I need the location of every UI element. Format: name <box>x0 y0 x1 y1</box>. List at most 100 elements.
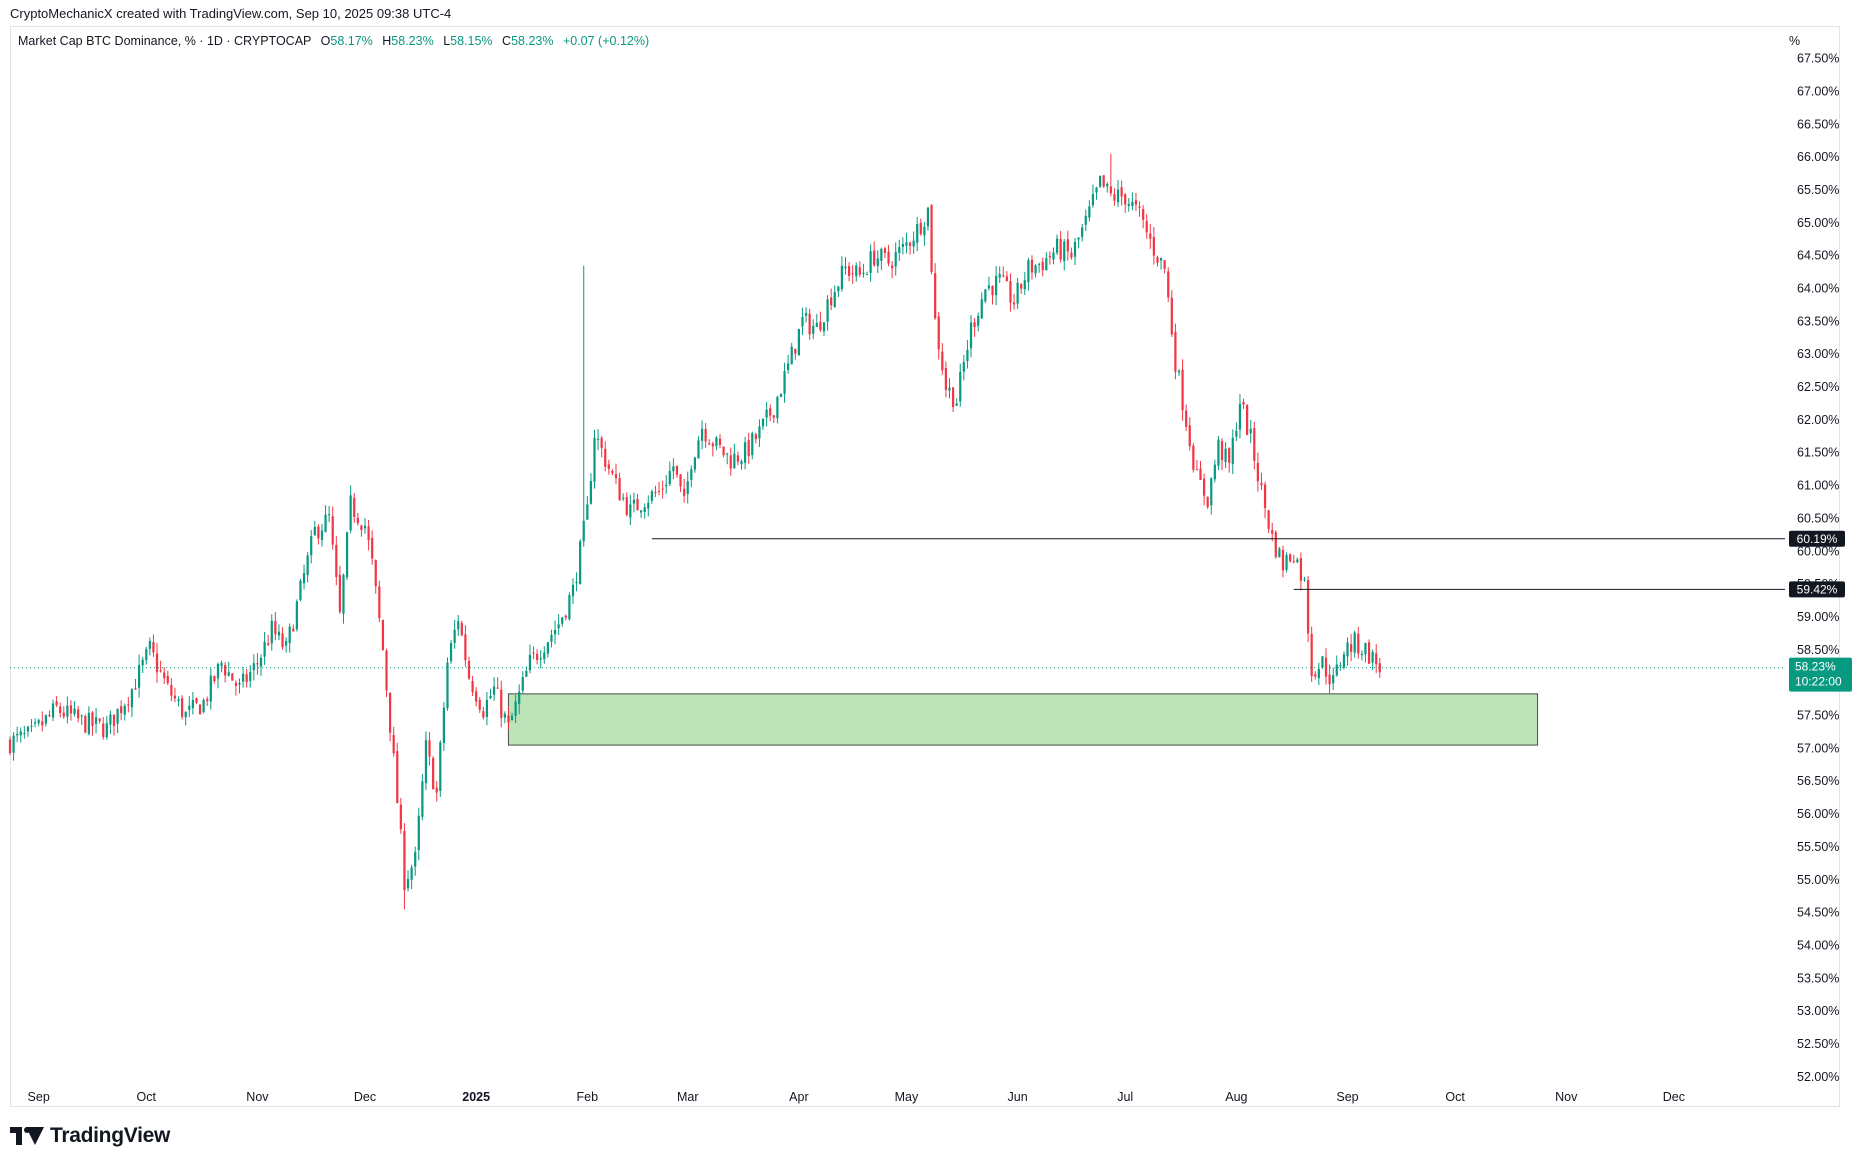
candle[interactable] <box>593 429 596 489</box>
candle[interactable] <box>1084 209 1087 232</box>
candle[interactable] <box>220 660 223 673</box>
candle[interactable] <box>618 472 621 501</box>
candle[interactable] <box>543 646 546 664</box>
candle[interactable] <box>1213 459 1216 483</box>
candle[interactable] <box>1116 179 1120 207</box>
candle[interactable] <box>374 559 377 594</box>
candle[interactable] <box>948 378 951 399</box>
candle[interactable] <box>1073 238 1077 265</box>
candle[interactable] <box>288 623 291 653</box>
candle[interactable] <box>1289 553 1292 563</box>
candle[interactable] <box>1357 626 1360 659</box>
candle[interactable] <box>127 696 130 713</box>
candle[interactable] <box>489 688 492 700</box>
candle[interactable] <box>672 458 675 480</box>
candle[interactable] <box>1242 398 1245 409</box>
candle[interactable] <box>1124 193 1127 213</box>
candle[interactable] <box>335 535 338 586</box>
candle[interactable] <box>693 456 697 473</box>
candle[interactable] <box>804 307 808 323</box>
candle[interactable] <box>1220 438 1224 471</box>
candle[interactable] <box>1281 545 1285 578</box>
candle[interactable] <box>880 247 883 270</box>
candle[interactable] <box>1332 667 1335 690</box>
candle[interactable] <box>442 702 446 751</box>
candle[interactable] <box>769 404 772 422</box>
candle[interactable] <box>586 496 589 520</box>
candle[interactable] <box>1267 509 1270 534</box>
candle[interactable] <box>1271 522 1274 542</box>
candle[interactable] <box>26 725 30 737</box>
candle[interactable] <box>1163 259 1166 274</box>
candle[interactable] <box>310 530 313 564</box>
candle[interactable] <box>622 493 625 502</box>
candle[interactable] <box>1088 200 1091 222</box>
candle[interactable] <box>632 492 636 513</box>
candle[interactable] <box>198 703 202 715</box>
candle[interactable] <box>704 423 707 449</box>
candle[interactable] <box>263 631 266 665</box>
candle[interactable] <box>1066 230 1069 261</box>
candle[interactable] <box>1174 323 1177 380</box>
candle[interactable] <box>1177 368 1181 377</box>
candle[interactable] <box>873 241 876 267</box>
candle[interactable] <box>937 312 940 360</box>
candle[interactable] <box>173 687 177 703</box>
candle[interactable] <box>356 512 359 526</box>
candle[interactable] <box>969 315 973 358</box>
candle[interactable] <box>317 524 320 545</box>
candle[interactable] <box>1360 650 1363 661</box>
candle[interactable] <box>758 419 761 447</box>
candle[interactable] <box>865 271 869 276</box>
candle[interactable] <box>471 675 474 696</box>
candle[interactable] <box>600 436 603 458</box>
candle[interactable] <box>1016 277 1019 309</box>
candle[interactable] <box>944 361 948 398</box>
candle[interactable] <box>589 473 593 505</box>
candle[interactable] <box>417 807 420 861</box>
candle[interactable] <box>159 660 162 673</box>
candle[interactable] <box>1314 671 1317 680</box>
candle[interactable] <box>306 552 309 583</box>
candle[interactable] <box>84 714 87 734</box>
candle[interactable] <box>643 503 646 519</box>
candle[interactable] <box>847 262 851 282</box>
candle[interactable] <box>1027 257 1030 291</box>
candle[interactable] <box>270 614 273 651</box>
candle[interactable] <box>1005 271 1008 282</box>
candle[interactable] <box>1378 657 1381 678</box>
candle[interactable] <box>69 700 73 721</box>
candle[interactable] <box>514 695 517 724</box>
candle[interactable] <box>1070 247 1073 260</box>
candle[interactable] <box>977 312 980 332</box>
candle[interactable] <box>274 611 277 641</box>
candle[interactable] <box>1091 184 1095 208</box>
candle[interactable] <box>1045 252 1048 271</box>
candle[interactable] <box>191 692 194 715</box>
candle[interactable] <box>657 481 661 496</box>
candle[interactable] <box>518 684 521 715</box>
candle[interactable] <box>1263 481 1267 519</box>
candle[interactable] <box>1349 634 1353 662</box>
candle[interactable] <box>1020 283 1023 294</box>
candle[interactable] <box>1339 661 1342 671</box>
candle[interactable] <box>485 692 489 726</box>
candle[interactable] <box>550 629 553 648</box>
candle[interactable] <box>1231 429 1234 475</box>
candle[interactable] <box>324 505 327 533</box>
candle[interactable] <box>679 474 682 493</box>
candle[interactable] <box>819 311 822 333</box>
candle[interactable] <box>145 646 148 665</box>
candle[interactable] <box>532 646 535 660</box>
candle[interactable] <box>840 256 844 292</box>
candle[interactable] <box>1077 236 1080 249</box>
candle[interactable] <box>596 429 600 451</box>
candle[interactable] <box>51 699 55 722</box>
candle[interactable] <box>955 398 958 406</box>
candle[interactable] <box>822 322 826 337</box>
candle[interactable] <box>894 242 897 276</box>
candle[interactable] <box>148 637 151 656</box>
candle[interactable] <box>783 362 786 403</box>
candle[interactable] <box>1181 359 1184 421</box>
candle[interactable] <box>629 494 632 526</box>
